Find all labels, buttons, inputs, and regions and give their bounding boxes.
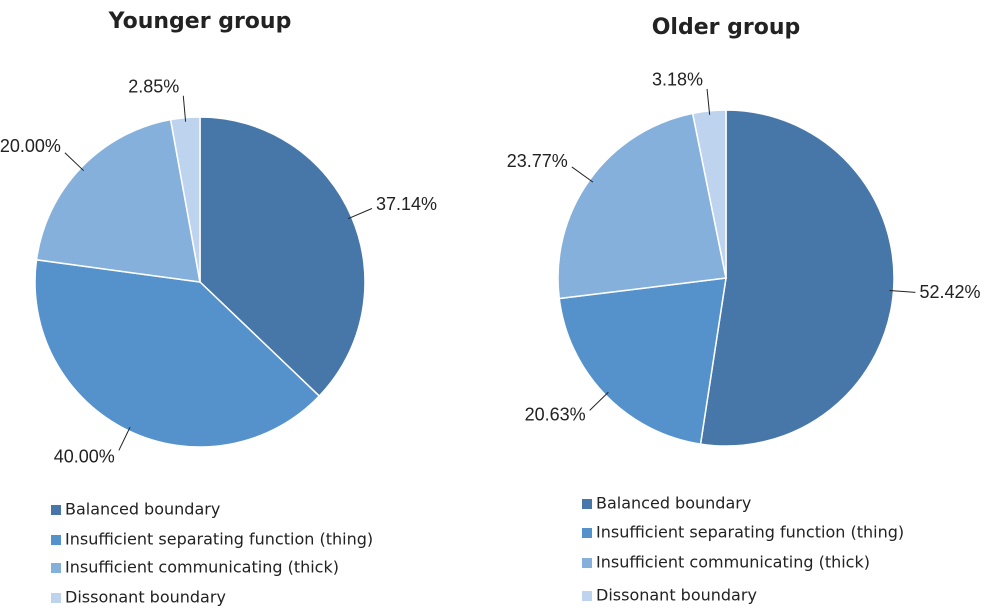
legend-swatch: [51, 593, 61, 603]
data-label: 3.18%: [652, 70, 703, 90]
data-label: 37.14%: [376, 194, 437, 214]
chart-title: Older group: [652, 15, 801, 40]
legend-label: Insufficient separating function (thing): [596, 523, 904, 542]
legend-swatch: [51, 505, 61, 515]
data-label: 40.00%: [54, 446, 115, 466]
legend-label: Balanced boundary: [65, 500, 220, 519]
legend-swatch: [582, 591, 592, 601]
data-label: 52.42%: [919, 282, 980, 302]
legend-label: Dissonant boundary: [65, 588, 226, 607]
legend-label: Insufficient separating function (thing): [65, 530, 373, 549]
data-label: 23.77%: [507, 151, 568, 171]
leader-line: [706, 88, 711, 115]
leader-line: [889, 289, 916, 293]
legend-swatch: [582, 499, 592, 509]
leader-line: [589, 391, 609, 411]
leader-line: [182, 95, 187, 122]
legend-label: Insufficient communicating (thick): [65, 558, 339, 577]
legend-swatch: [51, 535, 61, 545]
legend-swatch: [582, 528, 592, 538]
leader-line: [571, 166, 594, 183]
pie-slice: [699, 109, 895, 447]
data-label: 20.00%: [0, 136, 61, 156]
legend-label: Balanced boundary: [596, 494, 751, 513]
data-label: 2.85%: [128, 77, 179, 97]
chart-title: Younger group: [108, 9, 292, 34]
leader-line: [347, 208, 373, 220]
legend-swatch: [51, 563, 61, 573]
legend-label: Dissonant boundary: [596, 586, 757, 605]
leader-line: [118, 426, 131, 451]
leader-line: [64, 152, 85, 172]
legend-label: Insufficient communicating (thick): [596, 553, 870, 572]
legend-swatch: [582, 558, 592, 568]
data-label: 20.63%: [525, 405, 586, 425]
